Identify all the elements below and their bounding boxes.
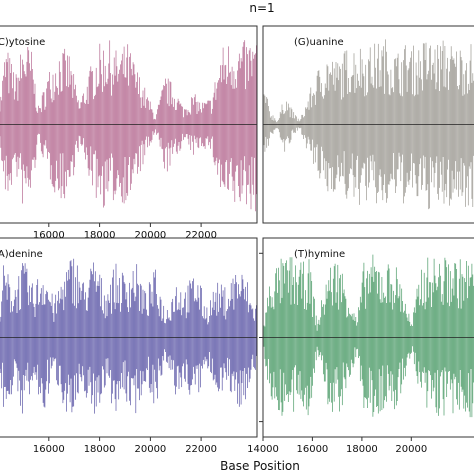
panel-3-bars xyxy=(0,258,257,414)
x-axis-label: Base Position xyxy=(220,459,300,473)
figure-title: n=1 xyxy=(249,1,274,15)
panels: (C)ytosine 16000 18000 20000 22000 (G)uanine (… xyxy=(0,25,474,455)
panel-frame xyxy=(0,25,258,224)
panel-2: (G)uanine xyxy=(262,25,474,224)
panel-4-bars xyxy=(263,254,474,418)
x-tick-label: 16000 xyxy=(296,444,328,455)
x-tick-label: 18000 xyxy=(84,230,116,241)
x-tick-label: 16000 xyxy=(33,230,65,241)
x-tick-label: 20000 xyxy=(134,444,166,455)
x-tick-label: 18000 xyxy=(346,444,378,455)
panel-frame xyxy=(262,25,474,224)
x-tick-label: 22000 xyxy=(185,444,217,455)
panel-1-bars xyxy=(0,40,257,212)
panel-3: (A)denine 16000 18000 20000 22000 xyxy=(0,237,258,455)
panel-title: (G)uanine xyxy=(294,37,344,48)
x-tick-label: 18000 xyxy=(84,444,116,455)
x-tick-label: 22000 xyxy=(185,230,217,241)
x-tick-label: 14000 xyxy=(247,444,279,455)
x-tick-label: 20000 xyxy=(134,230,166,241)
panel-title: (A)denine xyxy=(0,249,43,260)
panel-frame xyxy=(0,237,258,438)
panel-4: (T)hymine 14000 16000 18000 20000 xyxy=(247,237,474,455)
panel-1: (C)ytosine 16000 18000 20000 22000 xyxy=(0,25,258,241)
panel-title: (T)hymine xyxy=(294,249,345,260)
x-tick-label: 16000 xyxy=(33,444,65,455)
x-tick-label: 20000 xyxy=(395,444,427,455)
panel-title: (C)ytosine xyxy=(0,37,45,48)
